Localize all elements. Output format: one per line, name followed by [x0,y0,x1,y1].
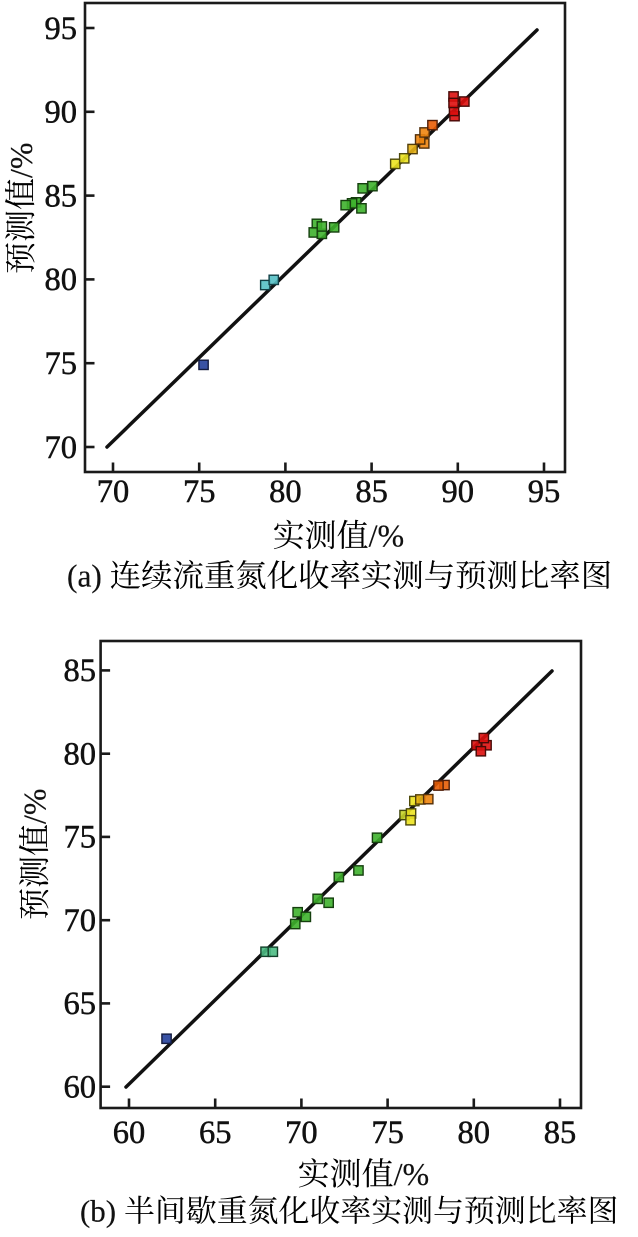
svg-text:65: 65 [199,1115,232,1151]
svg-text:/%: /% [394,1156,430,1192]
svg-text:75: 75 [45,346,78,382]
svg-text:85: 85 [544,1115,577,1151]
svg-text:65: 65 [64,986,97,1022]
svg-text:/%: /% [369,518,405,554]
svg-text:(b): (b) [80,1194,124,1229]
svg-text:70: 70 [97,474,130,510]
svg-text:80: 80 [64,737,97,773]
svg-text:70: 70 [45,430,78,466]
svg-text:60: 60 [64,1070,97,1106]
svg-text:75: 75 [64,820,97,856]
svg-text:85: 85 [64,653,97,689]
svg-text:80: 80 [269,474,302,510]
svg-text:70: 70 [285,1115,318,1151]
svg-text:85: 85 [355,474,388,510]
svg-text:(a): (a) [67,559,110,594]
svg-text:85: 85 [45,178,78,214]
svg-text:95: 95 [528,474,561,510]
svg-text:90: 90 [45,95,78,131]
svg-text:95: 95 [45,11,78,47]
svg-text:75: 75 [183,474,216,510]
svg-text:70: 70 [64,903,97,939]
svg-text:80: 80 [458,1115,491,1151]
svg-text:75: 75 [371,1115,404,1151]
svg-text:/%: /% [3,142,39,178]
svg-text:60: 60 [113,1115,146,1151]
svg-text:80: 80 [45,262,78,298]
svg-text:90: 90 [442,474,475,510]
svg-text:/%: /% [17,788,53,824]
